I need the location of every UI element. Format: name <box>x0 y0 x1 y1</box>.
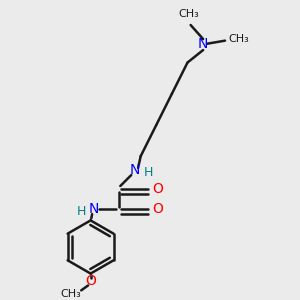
Text: CH₃: CH₃ <box>60 290 81 299</box>
Text: O: O <box>85 274 96 288</box>
Text: CH₃: CH₃ <box>179 9 200 19</box>
Text: H: H <box>76 205 86 218</box>
Text: O: O <box>152 202 163 217</box>
Text: N: N <box>198 37 208 51</box>
Text: N: N <box>88 202 99 217</box>
Text: O: O <box>152 182 163 196</box>
Text: H: H <box>144 167 153 179</box>
Text: N: N <box>129 164 140 177</box>
Text: CH₃: CH₃ <box>229 34 250 44</box>
